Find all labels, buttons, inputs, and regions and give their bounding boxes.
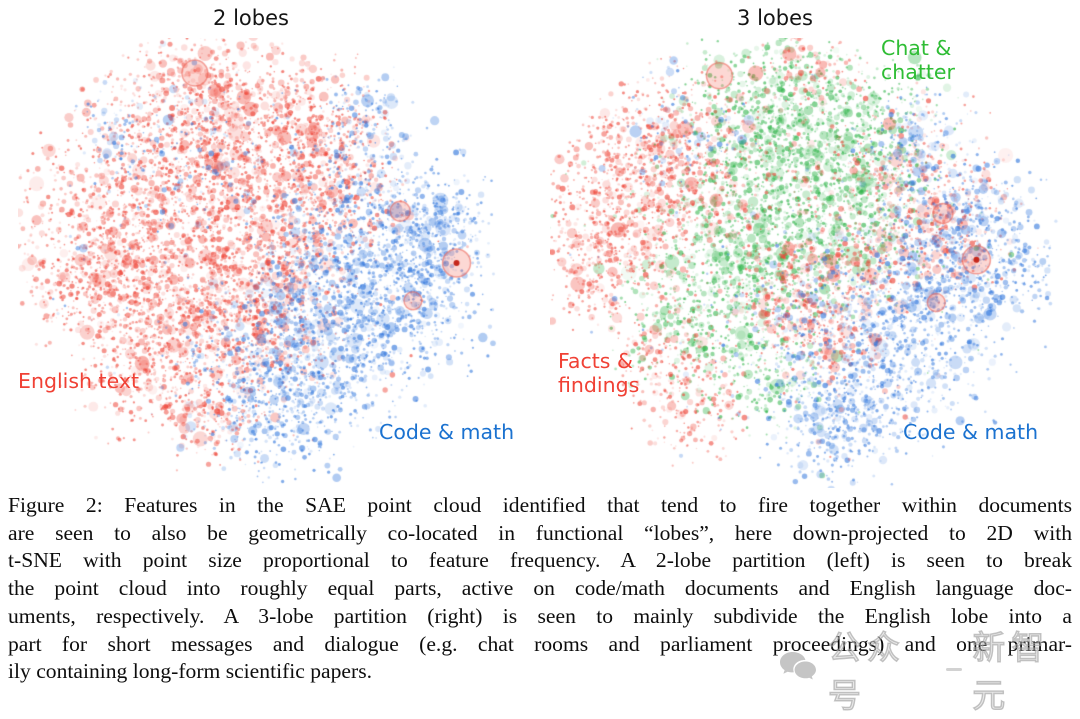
caption-line: are seen to also be geometrically co-loc… xyxy=(8,520,1072,545)
caption-line: the point cloud into roughly equal parts… xyxy=(8,576,1072,601)
tsne-scatter-2-lobes xyxy=(18,38,508,488)
caption-line: ily containing long-form scientific pape… xyxy=(8,659,372,684)
lobe-label-english-text: English text xyxy=(18,369,139,393)
lobe-label-facts-findings: Facts & findings xyxy=(558,349,640,397)
figure-caption: Figure 2: Features in the SAE point clou… xyxy=(8,492,1072,686)
caption-line: Figure 2: Features in the SAE point clou… xyxy=(8,493,1072,517)
lobe-label-code-math-left: Code & math xyxy=(379,420,515,444)
caption-line: part for short messages and dialogue (e.… xyxy=(8,631,1072,656)
caption-line: uments, respectively. A 3-lobe partition… xyxy=(8,603,1072,628)
lobe-label-chat-chatter: Chat & chatter xyxy=(881,36,955,84)
caption-line: t-SNE with point size proportional to fe… xyxy=(8,548,1072,573)
lobe-label-code-math-right: Code & math xyxy=(903,420,1039,444)
plot-title-3-lobes: 3 lobes xyxy=(737,6,813,30)
plot-title-2-lobes: 2 lobes xyxy=(213,6,289,30)
tsne-scatter-3-lobes xyxy=(550,38,1065,488)
